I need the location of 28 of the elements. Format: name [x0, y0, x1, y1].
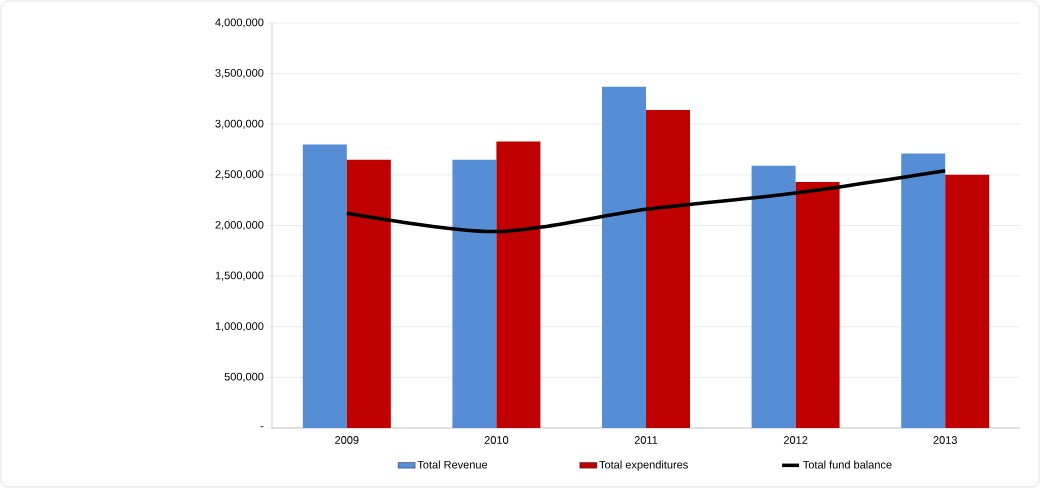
x-tick-label: 2011 — [634, 436, 658, 444]
x-tick-label: 2010 — [484, 436, 509, 444]
y-tick-label: 1,000,000 — [215, 322, 264, 332]
bar — [346, 159, 391, 428]
line-series — [345, 169, 947, 234]
legend-label: Total Revenue — [417, 460, 488, 469]
x-tick-label: 2013 — [933, 436, 957, 444]
bar — [602, 86, 647, 428]
y-tick-label: 500,000 — [224, 372, 264, 382]
bar — [646, 110, 691, 428]
y-tick-label: - — [260, 426, 264, 428]
y-tick-label: 2,500,000 — [215, 170, 264, 180]
bar — [945, 174, 990, 428]
x-tick-label: 2012 — [783, 436, 808, 444]
y-tick-label: 2,000,000 — [215, 220, 264, 231]
y-tick-label: 3,500,000 — [215, 69, 264, 79]
bar — [795, 181, 840, 428]
y-tick-label: 4,000,000 — [215, 18, 264, 28]
bar — [302, 144, 347, 428]
bar — [496, 141, 541, 428]
y-tick-label: 3,000,000 — [215, 119, 264, 129]
y-tick-label: 1,500,000 — [215, 271, 264, 281]
x-tick-label: 2009 — [335, 436, 359, 444]
bar — [452, 159, 497, 428]
bar — [901, 153, 946, 428]
legend-label: Total fund balance — [803, 460, 892, 469]
legend-label: Total expenditures — [599, 460, 688, 471]
bar — [751, 165, 796, 428]
